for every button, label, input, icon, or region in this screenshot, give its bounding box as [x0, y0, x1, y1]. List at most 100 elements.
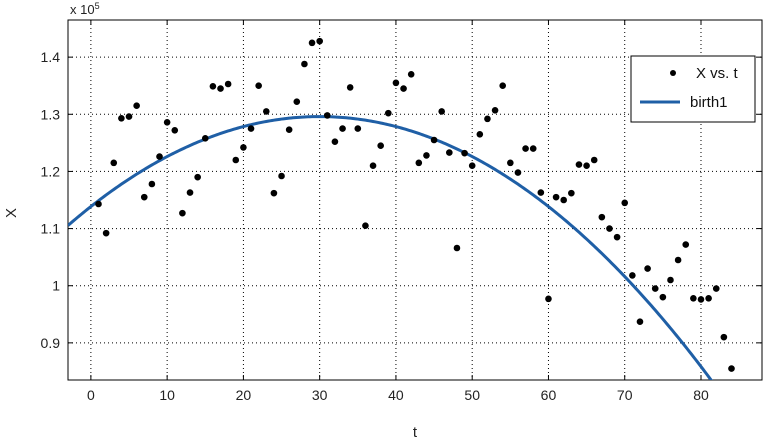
y-tick-label: 0.9 — [41, 335, 61, 351]
x-tick-label: 30 — [312, 387, 328, 403]
data-point — [568, 189, 575, 197]
y-tick-label: 1.2 — [41, 163, 61, 179]
x-tick-label: 20 — [236, 387, 252, 403]
data-point — [522, 145, 529, 152]
fit-curve-birth1 — [68, 115, 713, 380]
data-point — [285, 126, 293, 134]
x-tick-label: 70 — [617, 387, 633, 403]
x-tick-label: 80 — [693, 387, 709, 403]
data-point — [651, 285, 659, 292]
data-point — [537, 189, 545, 196]
data-point — [209, 82, 217, 90]
data-point — [255, 82, 262, 90]
data-point — [316, 37, 323, 45]
data-point — [346, 84, 354, 91]
data-point — [491, 106, 499, 114]
data-points — [95, 37, 735, 372]
data-point — [324, 112, 331, 119]
data-point — [301, 60, 308, 68]
data-point — [385, 109, 392, 117]
data-point — [659, 293, 667, 301]
data-point — [514, 169, 522, 176]
data-point — [720, 333, 728, 341]
data-point — [430, 136, 438, 144]
data-point — [339, 125, 346, 132]
legend-marker-icon — [670, 70, 676, 76]
data-point — [156, 153, 163, 160]
data-point — [171, 126, 179, 134]
data-point — [369, 162, 377, 170]
data-point — [423, 152, 430, 159]
data-point — [690, 294, 697, 302]
y-tick-label: 1 — [52, 278, 60, 294]
data-point — [484, 115, 491, 123]
data-point — [598, 213, 606, 221]
data-point — [293, 98, 301, 106]
data-point — [453, 244, 461, 252]
data-point — [705, 294, 712, 302]
data-point — [476, 130, 484, 138]
data-point — [270, 189, 278, 197]
ticks: 0 10 20 30 40 50 60 70 80 0.9 1 1.1 1.2 1.3 1.4 — [41, 20, 762, 403]
data-point — [102, 229, 110, 237]
data-point — [644, 265, 651, 272]
data-point — [407, 70, 415, 78]
data-point — [621, 199, 629, 207]
data-point — [232, 156, 240, 164]
data-point — [545, 295, 552, 303]
x-tick-label: 0 — [87, 387, 95, 403]
y-tick-label: 1.3 — [41, 106, 61, 122]
data-point — [217, 85, 224, 92]
x-tick-label: 40 — [388, 387, 404, 403]
data-point — [278, 172, 285, 180]
data-point — [308, 39, 316, 47]
data-point — [247, 125, 255, 132]
data-point — [438, 108, 445, 115]
data-point — [201, 134, 209, 142]
data-point — [392, 79, 400, 87]
data-point — [140, 193, 148, 201]
legend-box — [630, 55, 756, 123]
data-point — [560, 196, 568, 204]
data-point — [415, 159, 423, 167]
data-point — [507, 159, 514, 167]
data-point — [461, 149, 468, 157]
data-point — [636, 318, 644, 326]
data-point — [95, 200, 102, 208]
data-point — [529, 145, 537, 152]
data-point — [362, 222, 369, 230]
y-tick-label: 1.4 — [41, 49, 61, 65]
x-tick-label: 10 — [159, 387, 175, 403]
y-tick-label: 1.1 — [41, 221, 61, 237]
data-point — [468, 162, 476, 170]
exponent-label: x 105 — [70, 1, 100, 17]
data-point — [377, 142, 384, 150]
legend-label-fit: birth1 — [690, 94, 728, 111]
x-tick-label: 60 — [541, 387, 557, 403]
data-point — [224, 80, 232, 88]
data-point — [331, 138, 339, 146]
data-point — [583, 162, 590, 170]
data-point — [262, 108, 270, 115]
data-point — [194, 173, 201, 181]
data-point — [712, 285, 720, 292]
data-point — [148, 180, 156, 188]
x-tick-label: 50 — [464, 387, 480, 403]
data-point — [186, 189, 194, 196]
data-point — [133, 102, 140, 110]
legend: X vs. t birth1 — [630, 55, 756, 123]
data-point — [125, 113, 133, 120]
data-point — [179, 209, 186, 217]
data-point — [118, 114, 125, 122]
data-point — [240, 144, 247, 151]
data-point — [354, 125, 362, 132]
data-point — [590, 156, 598, 164]
data-point — [613, 233, 621, 241]
data-point — [446, 149, 453, 156]
data-point — [163, 118, 171, 126]
data-point — [575, 161, 583, 168]
data-point — [674, 256, 682, 264]
y-axis-label: X — [3, 208, 20, 218]
data-point — [552, 193, 560, 201]
